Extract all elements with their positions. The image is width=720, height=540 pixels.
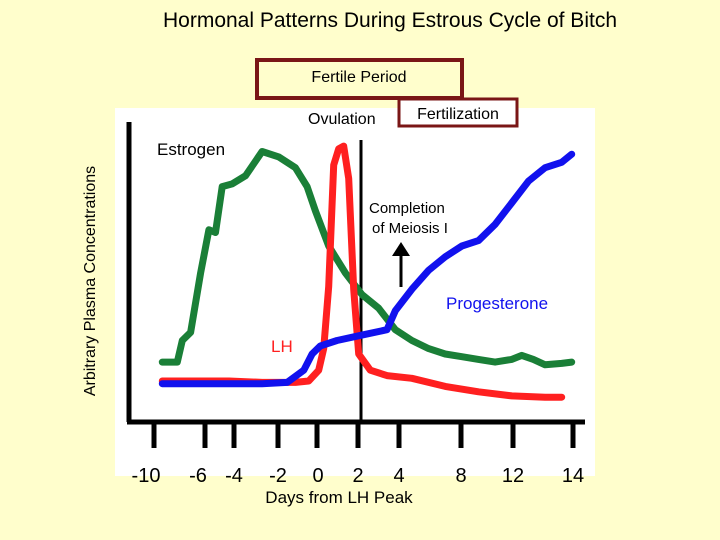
x-tick-label: 12 [502, 465, 524, 487]
x-tick-label: 8 [455, 465, 466, 487]
chart-title: Hormonal Patterns During Estrous Cycle o… [162, 9, 617, 32]
x-tick-label: -2 [269, 465, 287, 487]
lh-label: LH [271, 337, 293, 356]
x-tick-label: -10 [132, 465, 161, 487]
x-tick-label: -4 [225, 465, 243, 487]
x-tick-labels: -10 -6 -4 -2 0 2 4 8 12 14 [132, 465, 585, 487]
meiosis-label-line1: Completion [369, 200, 445, 217]
progesterone-label: Progesterone [446, 294, 548, 313]
ovulation-label: Ovulation [308, 111, 376, 128]
fertilization-label: Fertilization [417, 106, 499, 123]
estrogen-line [158, 148, 576, 369]
y-axis-label: Arbitrary Plasma Concentrations [82, 166, 99, 396]
x-tick-label: 14 [562, 465, 584, 487]
x-tick-label: 4 [393, 465, 404, 487]
estrogen-label: Estrogen [157, 140, 225, 159]
meiosis-label-line2: of Meiosis I [372, 220, 448, 237]
x-tick-label: 0 [312, 465, 323, 487]
fertile-period-box [255, 58, 464, 100]
meiosis-arrow-head [392, 242, 410, 256]
progesterone-line [158, 150, 576, 388]
fertilization-box [397, 97, 519, 128]
x-tick-label: -6 [189, 465, 207, 487]
x-axis-label: Days from LH Peak [265, 488, 413, 507]
fertile-period-label: Fertile Period [311, 69, 406, 86]
x-tick-label: 2 [352, 465, 363, 487]
x-ticks [151, 424, 576, 448]
